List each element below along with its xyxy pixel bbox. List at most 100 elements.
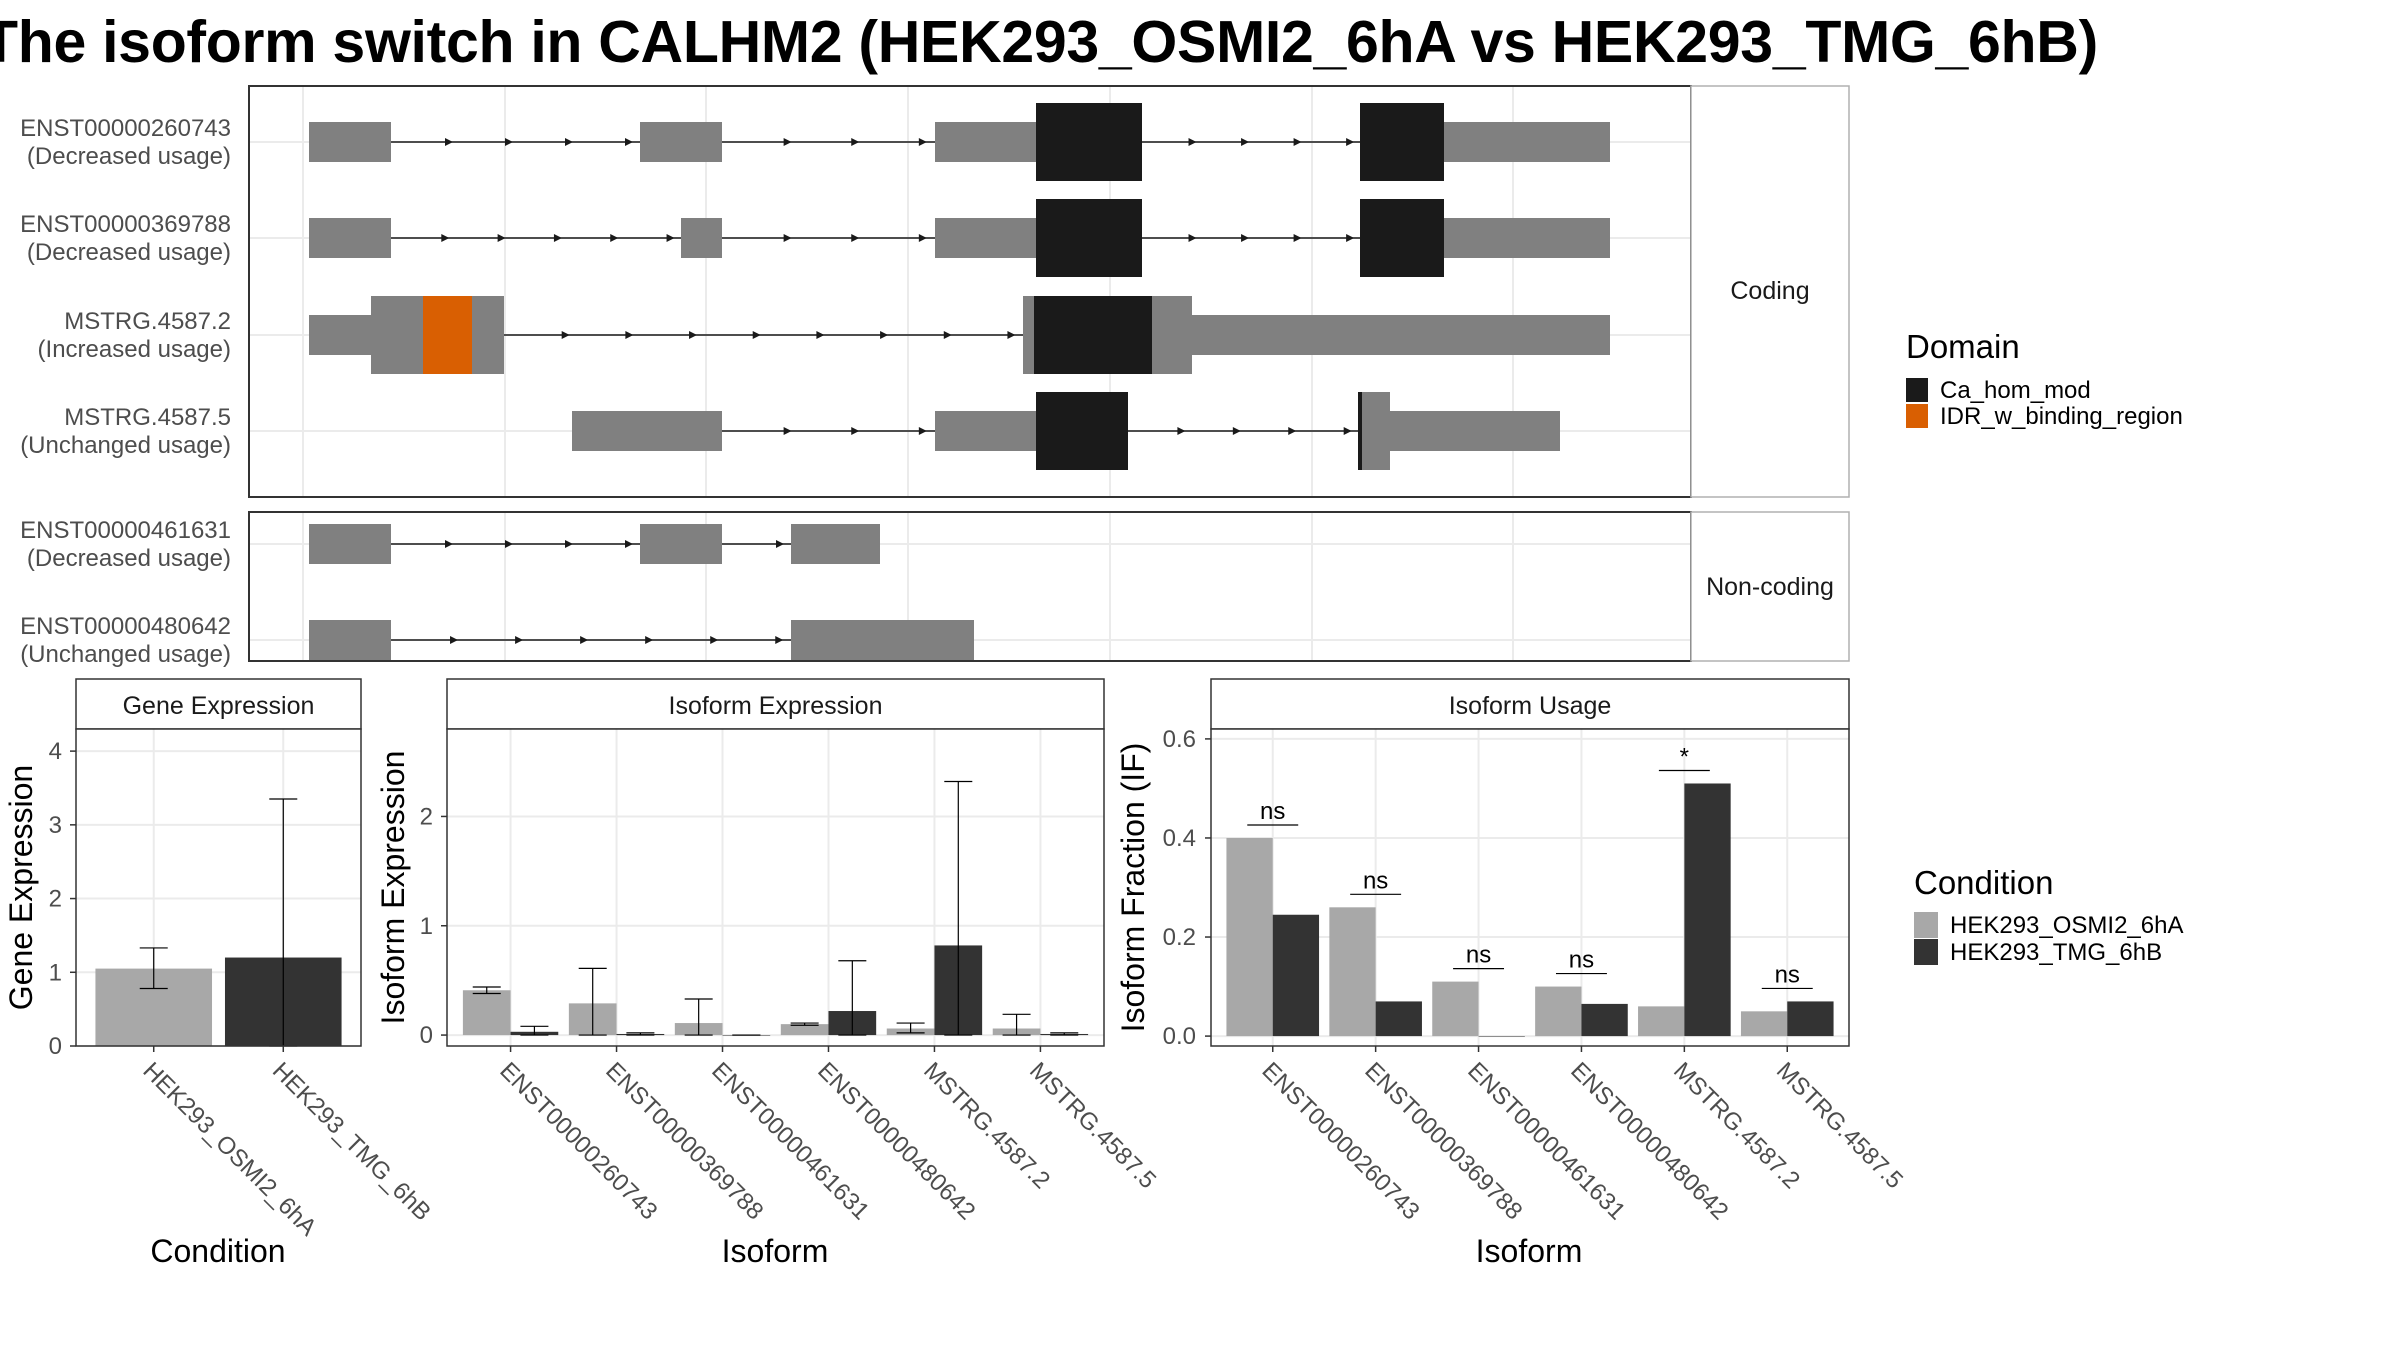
bar bbox=[1432, 981, 1479, 1037]
y-axis-title: Gene Expression bbox=[3, 765, 39, 1010]
isoform-label-line: MSTRG.4587.5 bbox=[64, 404, 231, 431]
bar bbox=[1684, 783, 1731, 1037]
intron-arrow bbox=[1188, 138, 1197, 146]
intron-arrow bbox=[1188, 234, 1197, 242]
isoform-label-line: (Decreased usage) bbox=[27, 545, 231, 572]
intron-arrow bbox=[625, 540, 633, 548]
legend-swatch-osmi2 bbox=[1914, 912, 1938, 938]
intron-arrow bbox=[851, 427, 860, 435]
y-axis-title: Isoform Expression bbox=[375, 751, 411, 1025]
intron-arrow bbox=[515, 636, 524, 644]
plot-area bbox=[447, 729, 1104, 1046]
intron-arrow bbox=[610, 234, 619, 242]
bar bbox=[462, 990, 511, 1036]
isoform-label-line: ENST00000480642 bbox=[20, 613, 231, 640]
utr-exon bbox=[640, 122, 722, 162]
utr-exon bbox=[935, 218, 1036, 258]
isoform-label-line: ENST00000260743 bbox=[20, 115, 231, 142]
intron-arrow bbox=[918, 138, 927, 146]
noncoding-transcripts bbox=[309, 524, 974, 660]
utr-exon bbox=[1192, 315, 1610, 355]
utr-exon bbox=[681, 218, 722, 258]
intron-arrow bbox=[565, 540, 573, 548]
x-axis-title: Isoform bbox=[1476, 1233, 1583, 1269]
bar bbox=[1740, 1011, 1788, 1037]
coding-transcripts bbox=[309, 103, 1610, 470]
ca-hom-mod-domain bbox=[1036, 199, 1142, 277]
ca-hom-mod-domain bbox=[1358, 392, 1362, 470]
condition-legend-title: Condition bbox=[1914, 864, 2053, 901]
isoform-label-line: (Decreased usage) bbox=[27, 143, 231, 170]
utr-exon bbox=[1444, 122, 1610, 162]
intron-arrow bbox=[1177, 427, 1186, 435]
panel-strip bbox=[1210, 678, 1850, 730]
intron-arrow bbox=[445, 540, 453, 548]
utr-exon bbox=[309, 315, 371, 355]
intron-arrow bbox=[1241, 138, 1250, 146]
utr-exon bbox=[572, 411, 722, 451]
intron-arrow bbox=[450, 636, 459, 644]
y-tick-label: 0.2 bbox=[1163, 924, 1196, 951]
plot-border bbox=[75, 728, 362, 1047]
isoform-label: MSTRG.4587.2 (Increased usage) bbox=[38, 308, 231, 363]
intron-arrow bbox=[918, 234, 927, 242]
y-axis-title: Isoform Fraction (IF) bbox=[1115, 743, 1151, 1033]
significance-label: ns bbox=[1775, 961, 1800, 988]
bar-chart-panels: Gene Expression01234HEK293_OSMI2_6hAHEK2… bbox=[3, 678, 1908, 1269]
y-tick-label: 2 bbox=[49, 886, 62, 913]
isoform-label-line: (Decreased usage) bbox=[27, 239, 231, 266]
legend-label-osmi2: HEK293_OSMI2_6hA bbox=[1950, 912, 2183, 939]
y-tick-label: 0.4 bbox=[1163, 825, 1196, 852]
bar bbox=[1581, 1003, 1628, 1037]
y-tick-label: 4 bbox=[49, 738, 62, 765]
panel-strip-title: Isoform Usage bbox=[1449, 692, 1612, 720]
isoform-label-line: ENST00000369788 bbox=[20, 211, 231, 238]
bar bbox=[1226, 837, 1273, 1037]
utr-exon bbox=[791, 524, 880, 564]
domain-legend-title: Domain bbox=[1906, 328, 2020, 365]
intron-arrow bbox=[1232, 427, 1241, 435]
ca-hom-mod-domain bbox=[1360, 199, 1444, 277]
utr-exon bbox=[640, 524, 722, 564]
x-axis-title: Condition bbox=[150, 1233, 285, 1269]
y-tick-label: 0 bbox=[420, 1022, 433, 1049]
intron-arrow bbox=[1346, 138, 1355, 146]
intron-arrow bbox=[497, 234, 506, 242]
coding-exon bbox=[1152, 296, 1192, 374]
intron-arrow bbox=[816, 331, 825, 339]
intron-arrow bbox=[851, 138, 860, 146]
coding-strip-label: Coding bbox=[1730, 277, 1809, 305]
isoform-label-line: (Unchanged usage) bbox=[20, 641, 231, 668]
idr-domain bbox=[423, 296, 472, 374]
intron-arrow bbox=[666, 234, 675, 242]
legend-swatch-ca-hom-mod bbox=[1906, 378, 1928, 402]
bar bbox=[1787, 1001, 1834, 1037]
intron-arrow bbox=[505, 138, 513, 146]
noncoding-strip-label: Non-coding bbox=[1706, 573, 1834, 601]
utr-exon bbox=[1444, 218, 1610, 258]
intron-arrow bbox=[1288, 427, 1297, 435]
y-tick-label: 1 bbox=[420, 913, 433, 940]
bar bbox=[780, 1024, 829, 1036]
y-tick-label: 2 bbox=[420, 803, 433, 830]
ca-hom-mod-domain bbox=[1036, 392, 1128, 470]
chart-title: The isoform switch in CALHM2 (HEK293_OSM… bbox=[0, 8, 2400, 76]
legend-swatch-tmg bbox=[1914, 939, 1938, 965]
coding-exon bbox=[1358, 392, 1390, 470]
ca-hom-mod-domain bbox=[1034, 296, 1152, 374]
bar bbox=[1375, 1001, 1422, 1037]
bar bbox=[1272, 914, 1320, 1037]
structure-panel-noncoding: Non-coding bbox=[248, 511, 1850, 662]
y-tick-label: 0 bbox=[49, 1033, 62, 1060]
isoform-label-line: (Increased usage) bbox=[38, 336, 231, 363]
y-tick-label: 0.0 bbox=[1163, 1023, 1196, 1050]
utr-exon bbox=[1390, 411, 1560, 451]
isoform-label: ENST00000480642 (Unchanged usage) bbox=[20, 613, 231, 668]
intron-arrow bbox=[645, 636, 654, 644]
utr-exon bbox=[309, 122, 391, 162]
intron-arrow bbox=[943, 331, 952, 339]
ca-hom-mod-domain bbox=[1360, 103, 1444, 181]
intron-arrow bbox=[783, 234, 792, 242]
isoform-label-line: (Unchanged usage) bbox=[20, 432, 231, 459]
